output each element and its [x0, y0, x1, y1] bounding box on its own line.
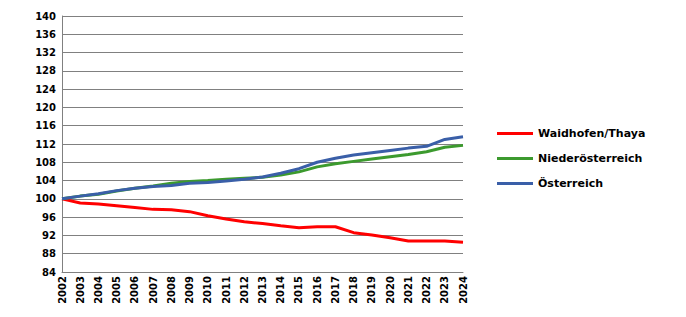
- svg-text:2014: 2014: [275, 276, 286, 304]
- svg-text:136: 136: [35, 29, 56, 40]
- svg-text:2018: 2018: [348, 276, 359, 304]
- svg-text:2017: 2017: [330, 276, 341, 304]
- svg-text:120: 120: [35, 102, 56, 113]
- svg-text:132: 132: [35, 47, 56, 58]
- svg-text:100: 100: [35, 193, 56, 204]
- svg-text:108: 108: [35, 157, 56, 168]
- svg-text:Niederösterreich: Niederösterreich: [538, 152, 642, 165]
- svg-text:84: 84: [42, 267, 56, 278]
- svg-text:2008: 2008: [166, 276, 177, 304]
- svg-text:2023: 2023: [439, 276, 450, 304]
- svg-text:2007: 2007: [148, 276, 159, 304]
- svg-text:2024: 2024: [458, 276, 469, 304]
- svg-text:2022: 2022: [421, 276, 432, 304]
- svg-text:2021: 2021: [403, 276, 414, 304]
- svg-text:2009: 2009: [184, 276, 195, 304]
- svg-text:2012: 2012: [239, 276, 250, 304]
- svg-text:140: 140: [35, 11, 56, 22]
- svg-text:2011: 2011: [221, 276, 232, 304]
- svg-text:116: 116: [35, 120, 56, 131]
- svg-text:2002: 2002: [57, 276, 68, 304]
- svg-text:124: 124: [35, 84, 56, 95]
- svg-text:2019: 2019: [366, 276, 377, 304]
- svg-text:2006: 2006: [129, 276, 140, 304]
- svg-text:2013: 2013: [257, 276, 268, 304]
- svg-text:112: 112: [35, 139, 56, 150]
- svg-text:88: 88: [42, 248, 56, 259]
- svg-text:104: 104: [35, 175, 56, 186]
- svg-text:2020: 2020: [385, 276, 396, 304]
- svg-text:92: 92: [42, 230, 56, 241]
- svg-text:128: 128: [35, 65, 56, 76]
- svg-text:2004: 2004: [93, 276, 104, 304]
- svg-text:2016: 2016: [312, 276, 323, 304]
- svg-text:96: 96: [42, 212, 56, 223]
- svg-text:2003: 2003: [75, 276, 86, 304]
- svg-text:Waidhofen/Thaya: Waidhofen/Thaya: [538, 127, 645, 140]
- svg-text:2010: 2010: [202, 276, 213, 304]
- svg-text:2005: 2005: [111, 276, 122, 304]
- svg-text:Österreich: Österreich: [538, 176, 603, 190]
- svg-text:2015: 2015: [293, 276, 304, 304]
